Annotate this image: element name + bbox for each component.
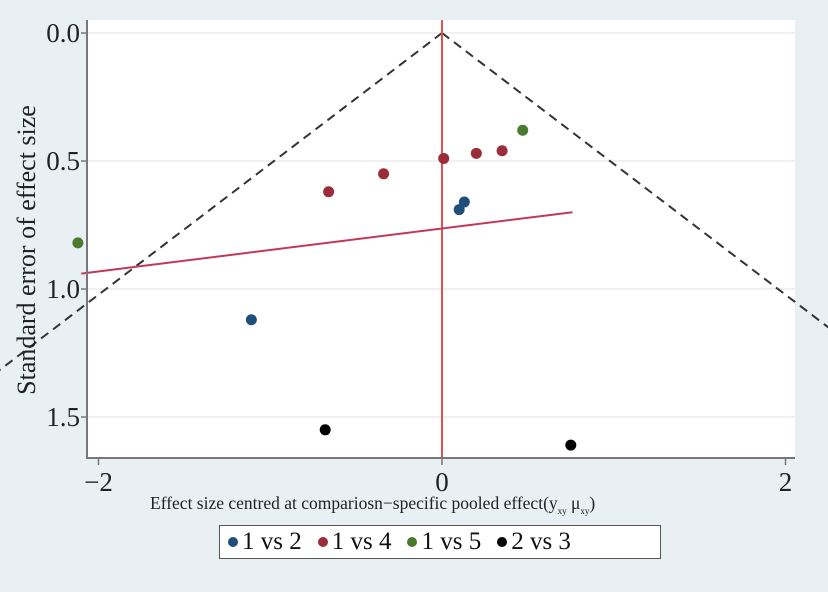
data-point-1-vs-4 xyxy=(323,186,335,198)
legend-label: 1 vs 4 xyxy=(331,528,392,555)
funnel-right-line xyxy=(441,32,828,329)
data-point-1-vs-5 xyxy=(72,237,84,249)
legend-label: 2 vs 3 xyxy=(511,528,571,555)
y-axis-label: Standard error of effect size xyxy=(12,105,41,395)
x-tick-label: 0 xyxy=(435,467,449,497)
data-point-1-vs-4 xyxy=(378,168,390,180)
legend-marker-icon xyxy=(317,537,328,547)
regression-line xyxy=(81,211,573,275)
funnel-lines xyxy=(0,32,828,372)
data-point-1-vs-2 xyxy=(245,314,257,326)
x-tick-label: 2 xyxy=(779,467,793,497)
x-axis-label-y-sub: xy xyxy=(557,506,567,516)
legend-label: 1 vs 2 xyxy=(242,528,302,555)
y-tick-label: 0.0 xyxy=(46,18,80,48)
y-tick-label: 1.5 xyxy=(46,402,80,432)
legend-marker-icon xyxy=(228,537,238,547)
x-axis-label: Effect size centred at compariosn−specif… xyxy=(150,493,790,521)
data-point-1-vs-5 xyxy=(517,124,529,136)
legend: 1 vs 2 1 vs 4 1 vs 5 2 vs 3 xyxy=(219,525,661,559)
legend-marker-icon xyxy=(497,537,508,547)
y-tick-label: 1.0 xyxy=(46,274,80,304)
axes xyxy=(86,20,795,459)
legend-item-1-vs-2: 1 vs 2 xyxy=(228,528,302,556)
x-axis-label-mu-sub: xy xyxy=(580,506,590,516)
legend-item-1-vs-5: 1 vs 5 xyxy=(407,528,481,556)
data-point-1-vs-4 xyxy=(470,147,482,159)
y-ticks: 0.0 0.5 1.0 1.5 xyxy=(46,18,87,432)
y-tick-label: 0.5 xyxy=(46,146,80,176)
data-points xyxy=(72,124,577,451)
x-axis-label-close: ) xyxy=(589,493,596,513)
x-axis-label-y: y xyxy=(548,493,558,513)
data-point-1-vs-4 xyxy=(496,145,508,157)
x-ticks: −4−2024 xyxy=(84,458,793,497)
legend-label: 1 vs 5 xyxy=(421,528,482,555)
x-axis-label-mu: μ xyxy=(571,493,581,513)
data-point-1-vs-4 xyxy=(438,152,450,164)
data-point-2-vs-3 xyxy=(319,424,331,436)
legend-marker-icon xyxy=(407,537,418,547)
regression-line-group xyxy=(81,211,573,275)
data-point-2-vs-3 xyxy=(565,439,577,451)
data-point-1-vs-2 xyxy=(458,196,470,208)
x-axis-label-text: Effect size centred at compariosn−specif… xyxy=(150,493,549,513)
x-tick-label: −2 xyxy=(84,467,113,497)
legend-item-1-vs-4: 1 vs 4 xyxy=(317,528,392,556)
legend-item-2-vs-3: 2 vs 3 xyxy=(497,528,571,556)
funnel-left-line xyxy=(0,32,443,372)
